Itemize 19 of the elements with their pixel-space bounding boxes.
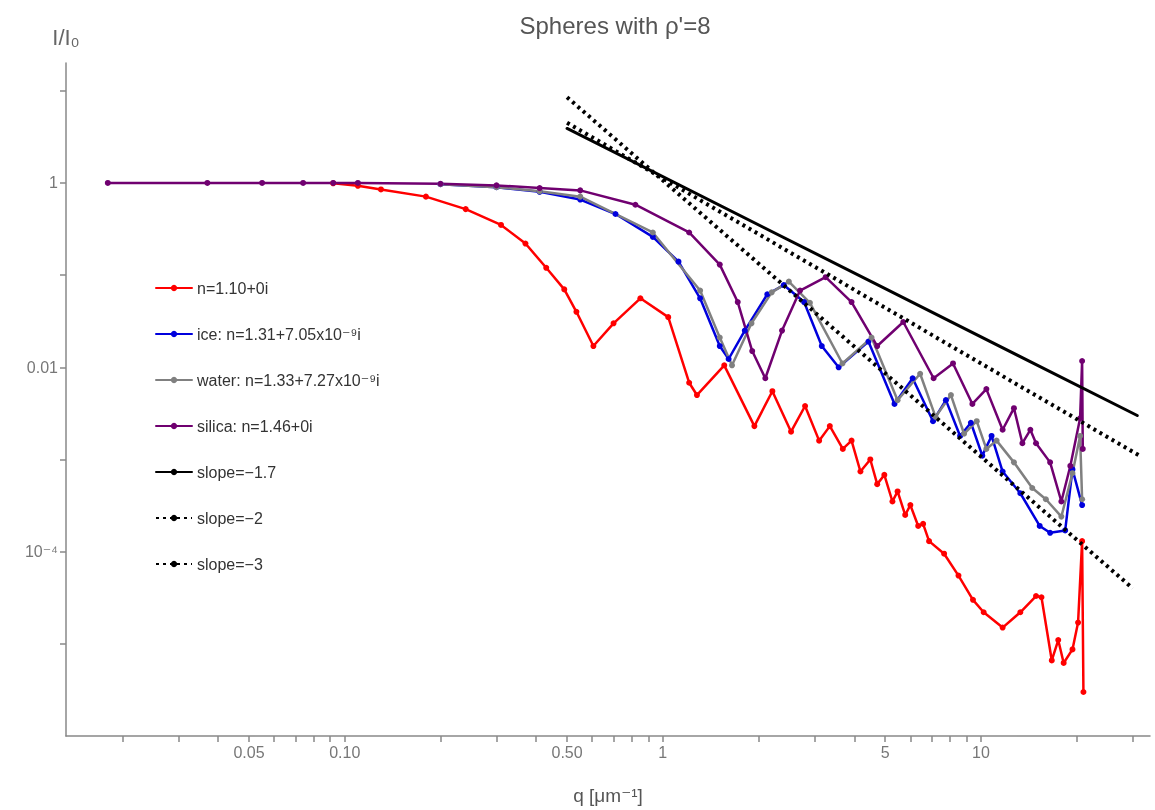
x-tick-label: 5 <box>880 743 890 761</box>
x-tick-label: 0.50 <box>551 743 583 761</box>
legend-label: slope=−2 <box>197 509 263 527</box>
legend-label: slope=−3 <box>197 555 263 573</box>
y-axis-title: I/I₀ <box>52 24 80 50</box>
chart-title: Spheres with ρ'=8 <box>519 11 711 39</box>
legend-label: water: n=1.33+7.27x10⁻⁹i <box>196 371 380 389</box>
y-tick-label: 0.01 <box>26 358 59 376</box>
y-tick-label: 1 <box>49 174 59 192</box>
x-tick-label: 10 <box>972 743 990 761</box>
x-axis-title: q [μm⁻¹] <box>573 785 643 806</box>
legend-label: silica: n=1.46+0i <box>197 417 313 435</box>
legend-label: slope=−1.7 <box>197 463 277 481</box>
x-tick-label: 0.10 <box>329 743 361 761</box>
x-tick-label: 0.05 <box>233 743 265 761</box>
x-tick-label: 1 <box>658 743 668 761</box>
y-tick-label: 10⁻⁴ <box>24 543 59 561</box>
legend-label: ice: n=1.31+7.05x10⁻⁹i <box>197 325 361 343</box>
legend-label: n=1.10+0i <box>197 279 269 297</box>
